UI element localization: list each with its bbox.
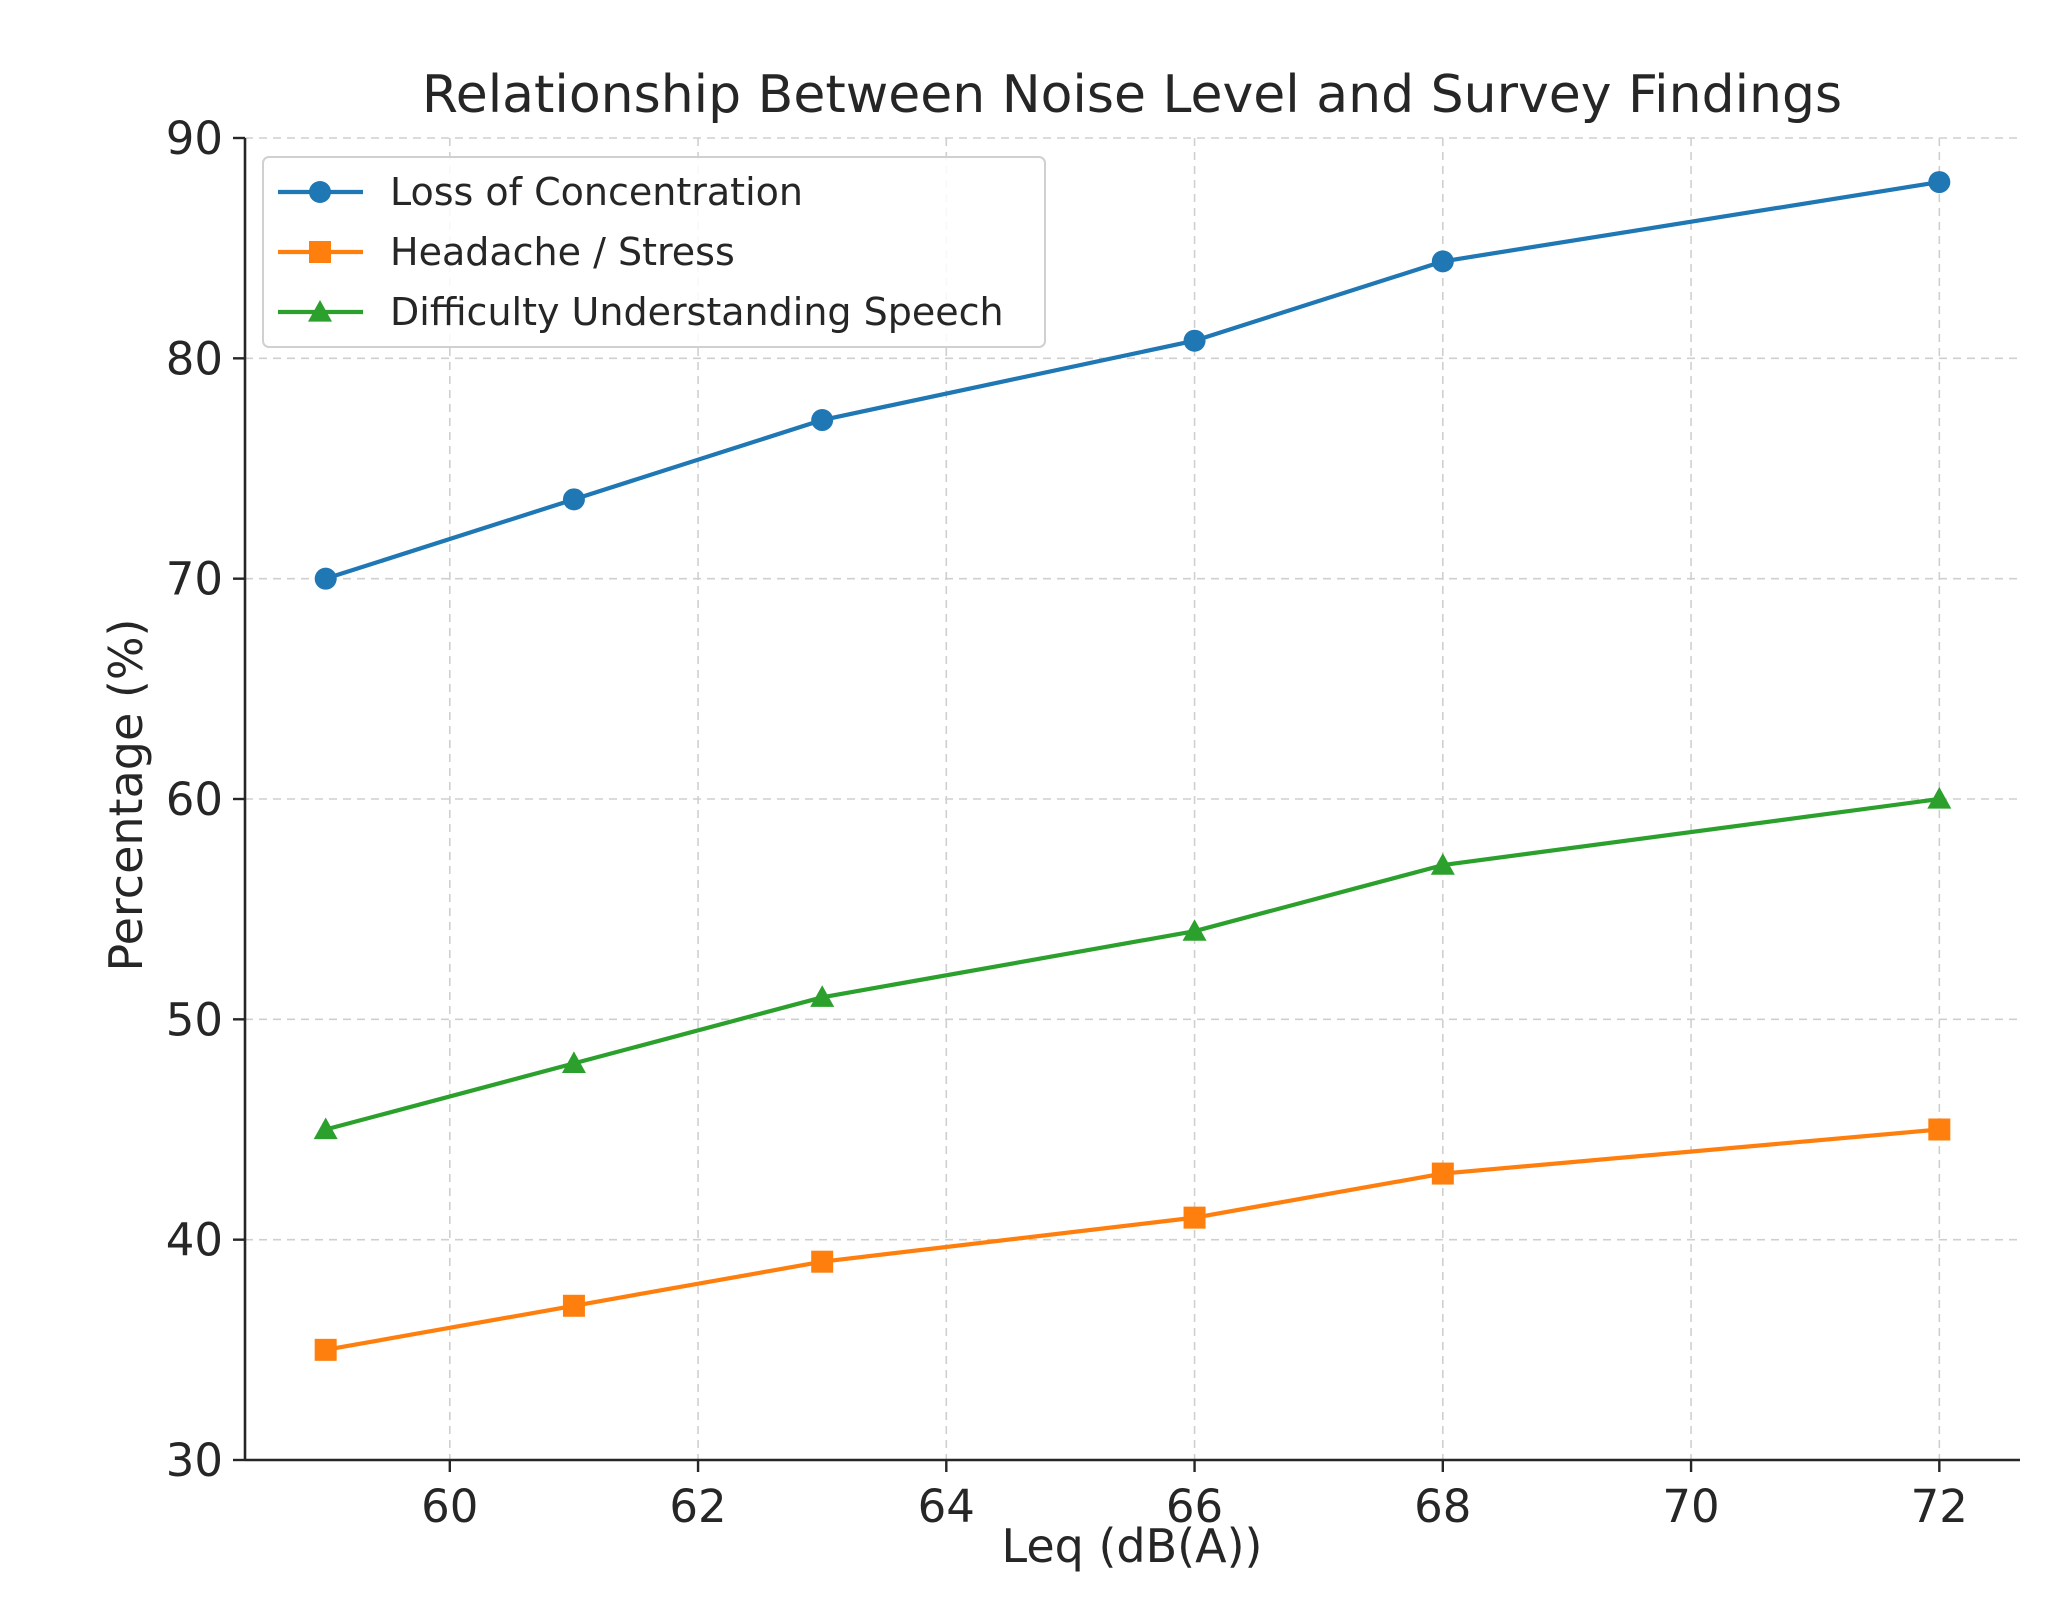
legend-label: Difficulty Understanding Speech: [390, 290, 1004, 334]
data-point: [811, 409, 834, 432]
series-loss-of-concentration: [314, 171, 1951, 590]
x-tick-label: 72: [1911, 1480, 1968, 1533]
legend-entry: Headache / Stress: [278, 230, 735, 274]
legend: Loss of Concentration Headache / Stress Di…: [262, 156, 1046, 348]
data-point: [313, 1117, 338, 1140]
data-point: [1183, 329, 1206, 352]
y-tick-label: 40: [166, 1214, 223, 1267]
x-tick-label: 70: [1662, 1480, 1719, 1533]
data-point: [810, 985, 835, 1007]
legend-marker: [308, 300, 332, 322]
data-point: [811, 1250, 834, 1273]
series-line: [323, 796, 1942, 1132]
data-point: [1430, 853, 1455, 875]
legend-entry: Loss of Concentration: [278, 170, 803, 214]
series-line: [323, 1127, 1942, 1352]
ticks: 60 62 64 66 68 70 72 30 40 50 60 70 80 90: [166, 112, 1968, 1533]
legend-entry: Difficulty Understanding Speech: [278, 290, 1004, 334]
x-axis-label: Leq (dB(A)): [1002, 1519, 1263, 1573]
data-point: [1431, 250, 1454, 273]
data-point: [1183, 1206, 1206, 1229]
series-headache-stress: [314, 1118, 1951, 1361]
data-point: [561, 1051, 586, 1073]
series-difficulty-understanding-speech: [313, 787, 1952, 1140]
y-tick-label: 70: [166, 553, 223, 606]
y-tick-label: 60: [166, 773, 223, 826]
series-layer: [313, 171, 1952, 1361]
y-tick-label: 90: [166, 112, 223, 165]
legend-label: Headache / Stress: [390, 230, 735, 274]
series-line: [323, 179, 1942, 581]
y-tick-label: 80: [166, 332, 223, 385]
y-axis-label: Percentage (%): [99, 619, 153, 972]
data-point: [1928, 171, 1951, 194]
x-tick-label: 62: [669, 1480, 726, 1533]
data-point: [314, 1338, 337, 1361]
x-tick-label: 68: [1414, 1480, 1471, 1533]
legend-marker: [309, 241, 331, 263]
data-point: [1927, 787, 1952, 809]
data-point: [1928, 1118, 1951, 1141]
data-point: [562, 488, 585, 511]
x-tick-label: 66: [1166, 1480, 1223, 1533]
legend-marker: [309, 181, 331, 203]
data-point: [1431, 1162, 1454, 1185]
data-point: [562, 1294, 585, 1317]
x-tick-label: 64: [918, 1480, 975, 1533]
data-point: [314, 567, 337, 590]
chart-title: Relationship Between Noise Level and Sur…: [422, 65, 1842, 125]
legend-label: Loss of Concentration: [390, 170, 803, 214]
legend-box: [262, 156, 1046, 348]
y-tick-label: 50: [166, 993, 223, 1046]
x-tick-label: 60: [421, 1480, 478, 1533]
y-tick-label: 30: [166, 1434, 223, 1487]
data-point: [1182, 919, 1207, 941]
